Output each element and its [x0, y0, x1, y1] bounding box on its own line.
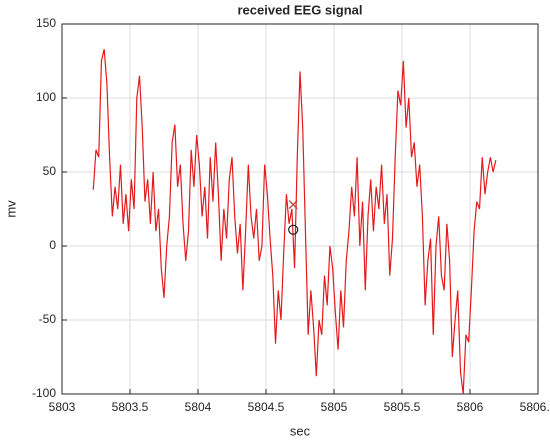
circle-marker [288, 224, 299, 235]
x-tick-label: 5806 [457, 400, 484, 414]
x-tick-label: 5805.5 [384, 400, 421, 414]
x-tick-label: 5803 [49, 400, 76, 414]
signal-line [92, 49, 497, 395]
y-tick-label: -50 [39, 312, 57, 326]
x-tick-label: 5804.5 [248, 400, 285, 414]
x-tick-label: 5804 [185, 400, 212, 414]
x-marker [288, 200, 298, 209]
x-tick-label: 5805 [321, 400, 348, 414]
x-tick-label: 5806.5 [520, 400, 550, 414]
y-tick-label: 150 [36, 16, 56, 30]
chart-title: received EEG signal [237, 2, 362, 17]
y-tick-label: 0 [49, 238, 56, 252]
x-axis-label: sec [290, 423, 311, 438]
y-axis-label: mv [3, 200, 18, 218]
y-tick-label: 100 [36, 90, 56, 104]
x-tick-label: 5803.5 [112, 400, 149, 414]
plot-frame [61, 23, 539, 395]
y-tick-label: -100 [32, 386, 56, 400]
y-tick-label: 50 [43, 164, 57, 178]
